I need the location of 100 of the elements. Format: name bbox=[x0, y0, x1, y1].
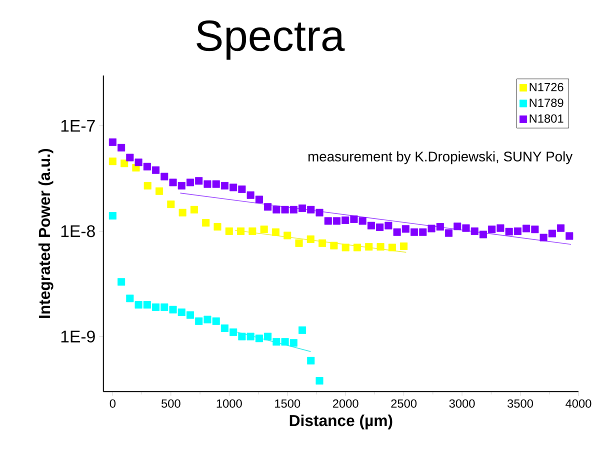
point bbox=[202, 218, 210, 226]
point bbox=[108, 138, 116, 146]
chart-title: Spectra bbox=[196, 20, 345, 60]
point bbox=[212, 180, 220, 188]
point bbox=[281, 206, 289, 214]
point bbox=[186, 311, 194, 319]
point bbox=[505, 228, 513, 236]
point bbox=[324, 217, 332, 225]
point bbox=[522, 224, 530, 232]
point bbox=[316, 376, 324, 384]
point bbox=[306, 235, 314, 243]
point bbox=[248, 227, 256, 235]
point bbox=[353, 244, 361, 252]
point bbox=[298, 326, 306, 334]
point bbox=[178, 308, 186, 316]
x-tick-label: 3000 bbox=[449, 399, 475, 408]
point bbox=[330, 242, 338, 250]
point bbox=[436, 222, 444, 230]
point bbox=[342, 244, 350, 252]
x-tick-label: 2000 bbox=[332, 399, 358, 408]
point bbox=[548, 230, 556, 238]
point bbox=[290, 206, 298, 214]
point bbox=[156, 187, 164, 195]
point bbox=[160, 303, 168, 311]
point bbox=[186, 178, 194, 186]
point bbox=[238, 185, 246, 193]
point bbox=[255, 334, 263, 342]
point bbox=[120, 160, 128, 168]
point bbox=[402, 225, 410, 233]
point bbox=[204, 316, 212, 324]
point bbox=[365, 242, 373, 251]
point bbox=[152, 166, 160, 174]
x-tick-label: 3500 bbox=[507, 399, 534, 408]
point bbox=[307, 356, 315, 364]
point bbox=[143, 162, 151, 170]
y-tick-label: 1E-9 bbox=[61, 330, 95, 342]
point bbox=[410, 228, 418, 236]
point bbox=[284, 232, 292, 240]
point bbox=[118, 144, 126, 152]
point bbox=[272, 338, 280, 346]
point bbox=[169, 178, 177, 186]
point bbox=[332, 217, 341, 225]
point bbox=[488, 226, 496, 234]
point bbox=[454, 222, 462, 230]
point bbox=[557, 224, 565, 232]
point bbox=[566, 232, 574, 240]
point bbox=[295, 239, 303, 247]
point bbox=[246, 332, 254, 340]
point bbox=[195, 177, 203, 185]
point bbox=[290, 339, 298, 347]
x-tick-label: 1000 bbox=[216, 399, 242, 408]
point bbox=[246, 191, 254, 199]
x-axis-title: Distance (µm) bbox=[290, 414, 392, 430]
point bbox=[298, 204, 306, 212]
point bbox=[419, 228, 427, 236]
point bbox=[342, 216, 350, 224]
point bbox=[350, 215, 358, 223]
point bbox=[134, 300, 142, 308]
point bbox=[462, 224, 470, 232]
point bbox=[281, 338, 289, 346]
point bbox=[237, 227, 245, 235]
legend-label: N1726 bbox=[530, 82, 564, 92]
point bbox=[118, 278, 126, 286]
point bbox=[169, 306, 177, 314]
point bbox=[264, 203, 272, 211]
point bbox=[190, 206, 198, 214]
x-tick-label: 0 bbox=[110, 399, 116, 408]
point bbox=[220, 324, 228, 332]
point bbox=[134, 158, 142, 166]
point bbox=[444, 229, 453, 237]
point bbox=[376, 223, 384, 231]
y-tick-label: 1E-7 bbox=[61, 120, 95, 132]
point bbox=[318, 239, 326, 247]
point bbox=[393, 228, 401, 236]
legend-label: N1789 bbox=[530, 98, 564, 107]
point bbox=[514, 227, 522, 235]
legend-label: N1801 bbox=[530, 114, 564, 123]
point bbox=[496, 224, 504, 232]
point bbox=[255, 196, 263, 204]
point bbox=[167, 200, 175, 208]
point bbox=[479, 230, 487, 238]
point bbox=[272, 228, 280, 236]
x-tick-label: 4000 bbox=[566, 399, 592, 408]
x-tick-label: 1500 bbox=[275, 399, 300, 408]
point bbox=[178, 208, 186, 216]
point bbox=[220, 182, 228, 190]
point bbox=[178, 182, 186, 190]
point bbox=[264, 332, 272, 340]
point bbox=[428, 224, 436, 232]
x-tick-label: 500 bbox=[161, 399, 180, 408]
point bbox=[143, 300, 151, 308]
point bbox=[204, 180, 212, 188]
point bbox=[108, 157, 116, 166]
point bbox=[307, 206, 315, 214]
point bbox=[358, 217, 366, 225]
point bbox=[212, 317, 220, 325]
point bbox=[126, 154, 134, 162]
point bbox=[238, 332, 246, 340]
point bbox=[384, 222, 392, 230]
point bbox=[400, 242, 408, 250]
